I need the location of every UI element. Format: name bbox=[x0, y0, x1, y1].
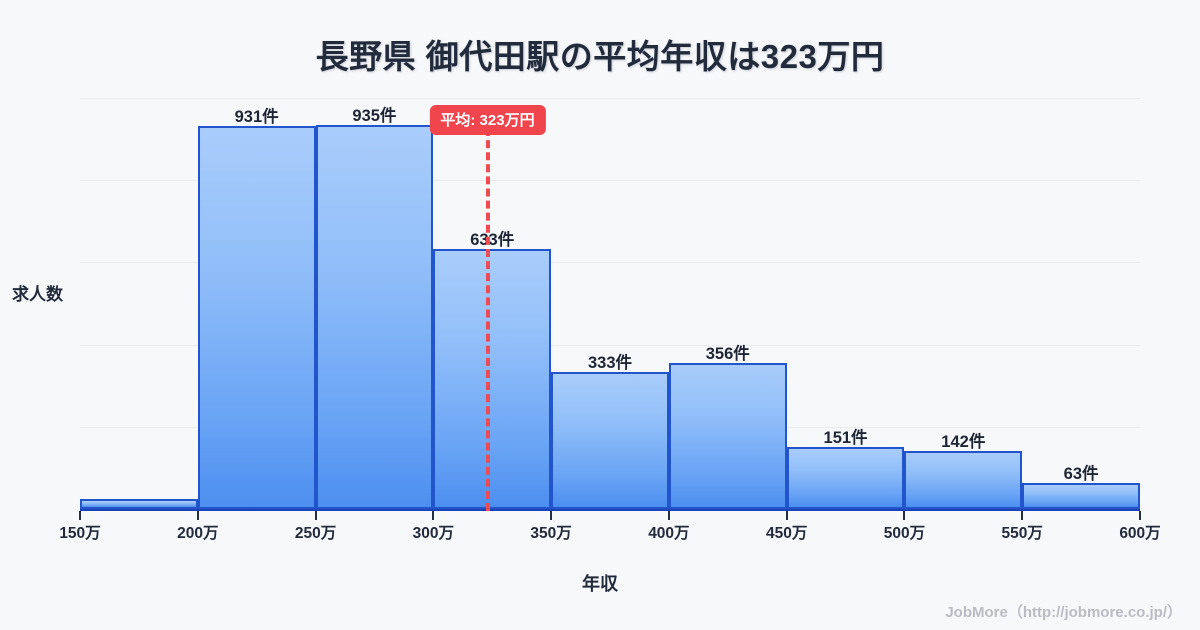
bar[interactable] bbox=[80, 498, 198, 509]
y-axis-label: 求人数 bbox=[12, 285, 63, 304]
bar[interactable] bbox=[197, 126, 316, 509]
bar[interactable] bbox=[433, 248, 552, 509]
x-axis-tick bbox=[314, 511, 317, 520]
bar[interactable] bbox=[904, 450, 1023, 509]
x-axis-line bbox=[80, 509, 1140, 511]
x-axis-tick bbox=[432, 511, 435, 520]
x-axis-tick bbox=[785, 511, 788, 520]
x-axis-tick bbox=[1139, 511, 1141, 520]
bar-value-label: 633件 bbox=[470, 230, 515, 249]
bar-value-label: 333件 bbox=[587, 354, 632, 373]
gridline bbox=[80, 98, 1140, 99]
footer-watermark: JobMore（http://jobmore.co.jp/） bbox=[945, 604, 1182, 621]
x-axis-tick bbox=[196, 511, 199, 520]
x-axis-tick-label: 200万 bbox=[177, 525, 219, 542]
x-axis-tick-label: 500万 bbox=[883, 525, 926, 542]
x-axis-tick bbox=[903, 511, 906, 520]
page-title: 長野県 御代田駅の平均年収は323万円 bbox=[315, 38, 885, 75]
x-axis-tick bbox=[667, 511, 670, 520]
average-badge: 平均: 323万円 bbox=[429, 105, 546, 135]
bar-value-label: 356件 bbox=[705, 344, 750, 363]
bar[interactable] bbox=[315, 124, 434, 509]
bar[interactable] bbox=[1022, 483, 1140, 509]
bar[interactable] bbox=[668, 362, 787, 509]
gridline bbox=[80, 344, 1140, 346]
bar[interactable] bbox=[786, 446, 905, 509]
plot-area: 931件 935件 633件 333件 356件 151件 142件 63件 bbox=[80, 98, 1140, 510]
x-axis-tick-label: 600万 bbox=[1119, 525, 1161, 542]
x-axis-tick bbox=[1021, 511, 1024, 520]
bar-value-label: 151件 bbox=[823, 428, 868, 447]
x-axis-tick-label: 250万 bbox=[294, 525, 337, 542]
x-axis-tick-label: 150万 bbox=[59, 525, 101, 542]
x-axis-tick bbox=[550, 511, 553, 520]
bar-value-label: 142件 bbox=[941, 432, 986, 451]
x-axis-tick bbox=[79, 511, 81, 520]
x-axis-tick-label: 300万 bbox=[412, 525, 455, 542]
average-line bbox=[485, 128, 490, 511]
x-axis-tick-label: 400万 bbox=[648, 525, 690, 542]
gridline bbox=[80, 262, 1140, 264]
bar[interactable] bbox=[551, 372, 669, 509]
x-axis-tick-label: 550万 bbox=[1001, 525, 1043, 542]
bar-value-label: 63件 bbox=[1063, 465, 1099, 484]
bar-value-label: 935件 bbox=[352, 106, 397, 125]
x-axis-label: 年収 bbox=[582, 574, 618, 594]
gridline bbox=[80, 180, 1140, 182]
bar-value-label: 931件 bbox=[234, 108, 279, 127]
x-axis-tick-label: 450万 bbox=[765, 525, 808, 542]
x-axis-tick-label: 350万 bbox=[530, 525, 572, 542]
